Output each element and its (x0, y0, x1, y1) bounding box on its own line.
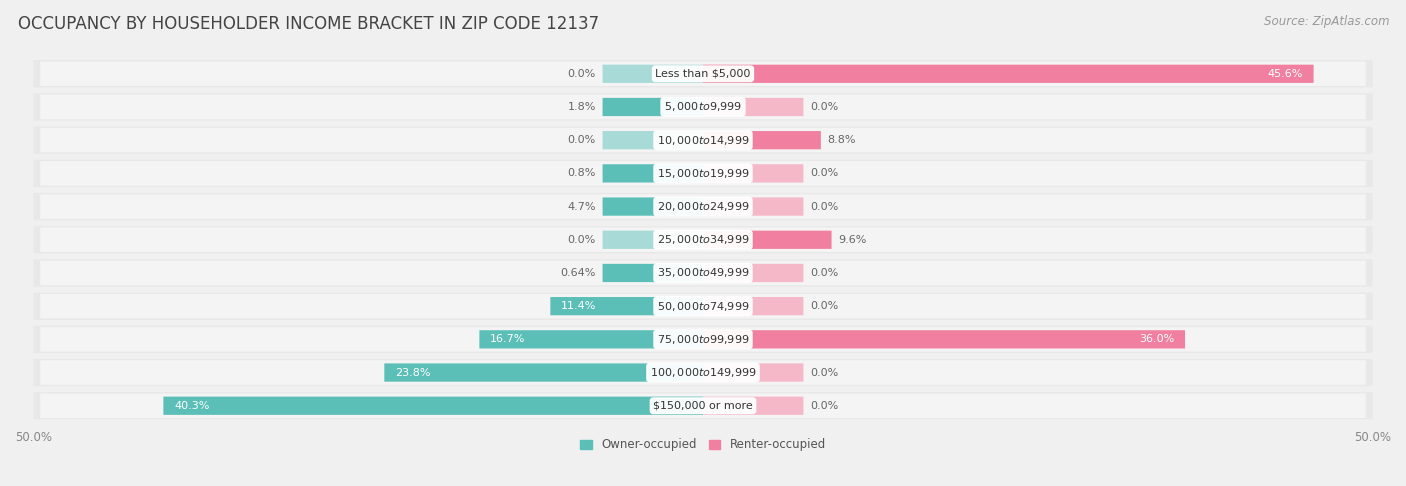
Text: 0.0%: 0.0% (810, 301, 838, 311)
FancyBboxPatch shape (34, 260, 1372, 287)
FancyBboxPatch shape (41, 95, 1365, 119)
FancyBboxPatch shape (703, 164, 803, 183)
FancyBboxPatch shape (550, 297, 703, 315)
Text: $35,000 to $49,999: $35,000 to $49,999 (657, 266, 749, 279)
Text: 0.64%: 0.64% (561, 268, 596, 278)
Text: 0.0%: 0.0% (568, 69, 596, 79)
FancyBboxPatch shape (703, 65, 1313, 83)
Text: 0.0%: 0.0% (810, 168, 838, 178)
Text: 8.8%: 8.8% (828, 135, 856, 145)
FancyBboxPatch shape (34, 160, 1372, 187)
Text: 23.8%: 23.8% (395, 367, 430, 378)
FancyBboxPatch shape (163, 397, 703, 415)
FancyBboxPatch shape (703, 197, 803, 216)
FancyBboxPatch shape (34, 193, 1372, 220)
FancyBboxPatch shape (603, 197, 703, 216)
FancyBboxPatch shape (703, 264, 803, 282)
Text: 40.3%: 40.3% (174, 401, 209, 411)
FancyBboxPatch shape (41, 194, 1365, 219)
Text: 0.8%: 0.8% (568, 168, 596, 178)
FancyBboxPatch shape (41, 294, 1365, 318)
FancyBboxPatch shape (41, 227, 1365, 252)
FancyBboxPatch shape (603, 131, 703, 149)
FancyBboxPatch shape (34, 226, 1372, 253)
FancyBboxPatch shape (384, 364, 703, 382)
FancyBboxPatch shape (41, 161, 1365, 186)
FancyBboxPatch shape (603, 65, 703, 83)
Text: $75,000 to $99,999: $75,000 to $99,999 (657, 333, 749, 346)
Legend: Owner-occupied, Renter-occupied: Owner-occupied, Renter-occupied (579, 438, 827, 451)
Text: 0.0%: 0.0% (810, 102, 838, 112)
Text: 0.0%: 0.0% (568, 235, 596, 245)
FancyBboxPatch shape (703, 131, 821, 149)
FancyBboxPatch shape (34, 60, 1372, 87)
FancyBboxPatch shape (41, 62, 1365, 86)
FancyBboxPatch shape (703, 231, 831, 249)
FancyBboxPatch shape (41, 394, 1365, 418)
Text: 9.6%: 9.6% (838, 235, 866, 245)
Text: 45.6%: 45.6% (1267, 69, 1303, 79)
Text: 16.7%: 16.7% (491, 334, 526, 345)
FancyBboxPatch shape (703, 364, 803, 382)
FancyBboxPatch shape (703, 297, 803, 315)
Text: 4.7%: 4.7% (568, 202, 596, 211)
Text: $15,000 to $19,999: $15,000 to $19,999 (657, 167, 749, 180)
Text: Less than $5,000: Less than $5,000 (655, 69, 751, 79)
Text: $25,000 to $34,999: $25,000 to $34,999 (657, 233, 749, 246)
FancyBboxPatch shape (34, 326, 1372, 353)
Text: Source: ZipAtlas.com: Source: ZipAtlas.com (1264, 15, 1389, 28)
Text: $150,000 or more: $150,000 or more (654, 401, 752, 411)
FancyBboxPatch shape (41, 128, 1365, 153)
Text: 0.0%: 0.0% (810, 268, 838, 278)
FancyBboxPatch shape (703, 397, 803, 415)
Text: $100,000 to $149,999: $100,000 to $149,999 (650, 366, 756, 379)
FancyBboxPatch shape (479, 330, 703, 348)
Text: 0.0%: 0.0% (810, 202, 838, 211)
FancyBboxPatch shape (603, 164, 703, 183)
Text: $20,000 to $24,999: $20,000 to $24,999 (657, 200, 749, 213)
FancyBboxPatch shape (34, 359, 1372, 386)
FancyBboxPatch shape (34, 126, 1372, 154)
FancyBboxPatch shape (603, 231, 703, 249)
FancyBboxPatch shape (34, 93, 1372, 121)
FancyBboxPatch shape (703, 330, 1185, 348)
Text: $5,000 to $9,999: $5,000 to $9,999 (664, 101, 742, 114)
FancyBboxPatch shape (34, 392, 1372, 419)
Text: $10,000 to $14,999: $10,000 to $14,999 (657, 134, 749, 147)
Text: 0.0%: 0.0% (810, 401, 838, 411)
Text: OCCUPANCY BY HOUSEHOLDER INCOME BRACKET IN ZIP CODE 12137: OCCUPANCY BY HOUSEHOLDER INCOME BRACKET … (18, 15, 599, 33)
Text: 0.0%: 0.0% (568, 135, 596, 145)
Text: $50,000 to $74,999: $50,000 to $74,999 (657, 300, 749, 312)
Text: 11.4%: 11.4% (561, 301, 596, 311)
FancyBboxPatch shape (603, 98, 703, 116)
Text: 36.0%: 36.0% (1139, 334, 1174, 345)
FancyBboxPatch shape (34, 293, 1372, 320)
FancyBboxPatch shape (41, 327, 1365, 352)
FancyBboxPatch shape (41, 360, 1365, 385)
FancyBboxPatch shape (603, 264, 703, 282)
FancyBboxPatch shape (703, 98, 803, 116)
FancyBboxPatch shape (41, 260, 1365, 285)
Text: 1.8%: 1.8% (568, 102, 596, 112)
Text: 0.0%: 0.0% (810, 367, 838, 378)
